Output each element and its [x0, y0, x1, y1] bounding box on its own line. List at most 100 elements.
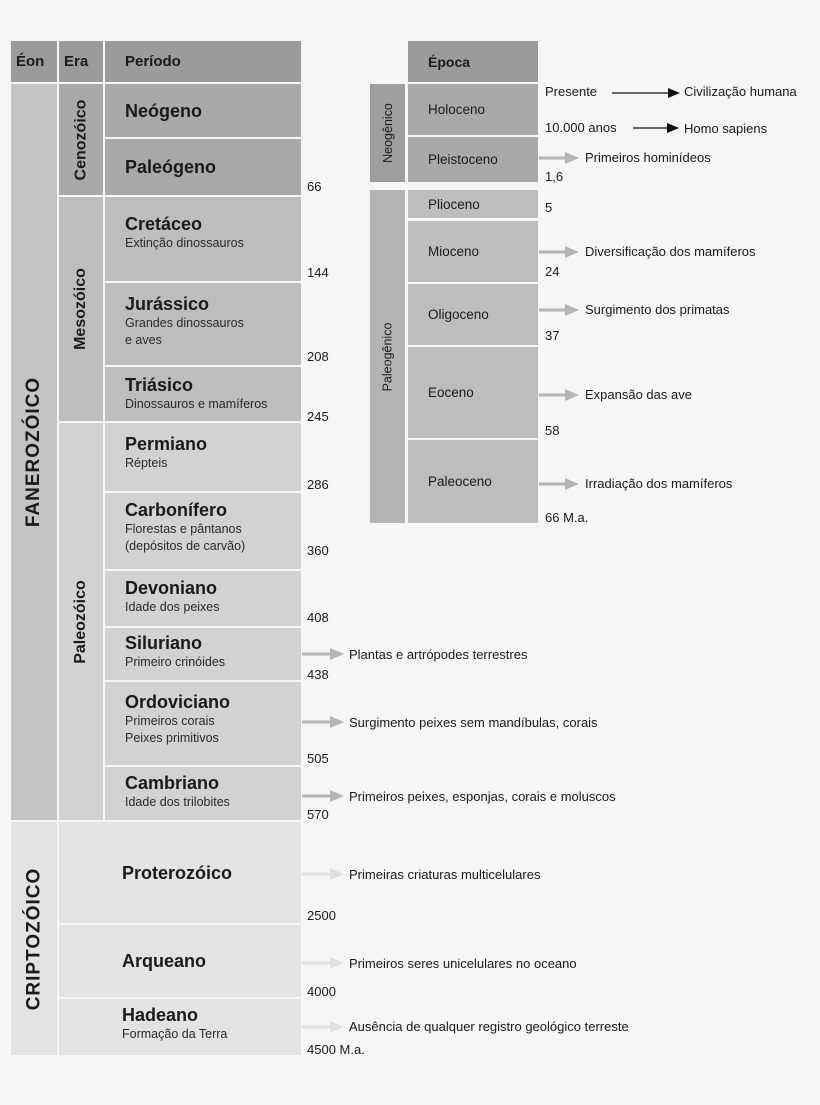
eon-label: CRIPTOZÓICO — [23, 867, 45, 1010]
period-triassic: Triásico Dinossauros e mamíferos — [105, 367, 301, 421]
epoch-pliocene: Plioceno — [408, 190, 538, 218]
period-neogene: Neógeno — [105, 84, 301, 137]
period-desc: Idade dos trilobites — [125, 795, 230, 809]
eon-phanerozoic: FANEROZÓICO — [11, 84, 57, 820]
event-label: Primeiros hominídeos — [585, 150, 711, 165]
holocene-event: Homo sapiens — [684, 121, 768, 136]
period-name: Ordoviciano — [125, 692, 231, 712]
subperiod-label: Paleogênico — [380, 322, 395, 391]
header-period: Período — [105, 41, 301, 82]
header-epoch: Época — [408, 41, 538, 82]
eon-label: FANEROZÓICO — [23, 376, 44, 528]
epoch-paleocene: Paleoceno — [408, 440, 538, 523]
period-name: Carbonífero — [125, 500, 228, 520]
period-cambrian: Cambriano Idade dos trilobites — [105, 767, 301, 820]
period-desc: Peixes primitivos — [125, 731, 219, 745]
period-name: Cambriano — [125, 773, 220, 793]
event-label: Primeiros seres unicelulares no oceano — [349, 956, 577, 971]
boundary-age: 66 M.a. — [545, 510, 589, 525]
era-label: Paleozóico — [72, 579, 90, 664]
period-desc: Primeiros corais — [125, 714, 215, 728]
period-name: Proterozóico — [122, 862, 233, 883]
arrow-icon — [302, 957, 344, 969]
period-name: Neógeno — [125, 100, 203, 121]
period-paleogene: Paleógeno — [105, 139, 301, 195]
period-desc: Idade dos peixes — [125, 600, 220, 614]
period-name: Siluriano — [125, 633, 203, 653]
epoch-oligocene: Oligoceno — [408, 284, 538, 345]
arrow-icon — [302, 716, 344, 728]
period-ordovician: Ordoviciano Primeiros corais Peixes primit… — [105, 682, 301, 765]
arrow-icon — [539, 152, 579, 164]
period-permian: Permiano Répteis — [105, 423, 301, 491]
era-paleozoic: Paleozóico — [59, 423, 103, 820]
period-desc: Extinção dinossauros — [125, 236, 244, 250]
period-proterozoic: Proterozóico — [59, 822, 301, 923]
period-desc: e aves — [125, 333, 162, 347]
event-label: Surgimento dos primatas — [585, 302, 730, 317]
period-name: Hadeano — [122, 1005, 199, 1025]
event-label: Irradiação dos mamíferos — [585, 476, 733, 491]
period-name: Paleógeno — [125, 157, 217, 177]
boundary-age: 2500 — [307, 908, 336, 923]
arrow-icon — [302, 1021, 344, 1033]
event-label: Surgimento peixes sem mandíbulas, corais — [349, 715, 598, 730]
boundary-age: 570 — [307, 807, 329, 822]
arrow-icon — [612, 88, 680, 98]
boundary-age: 58 — [545, 423, 560, 438]
epoch-pleistocene: Pleistoceno — [408, 137, 538, 182]
period-name: Jurássico — [125, 294, 210, 314]
period-cretaceous: Cretáceo Extinção dinossauros — [105, 197, 301, 281]
subperiod-paleogenic: Paleogênico — [370, 190, 405, 523]
period-jurassic: Jurássico Grandes dinossauros e aves — [105, 283, 301, 365]
event-label: Expansão das ave — [585, 387, 692, 402]
epoch-holocene: Holoceno — [408, 84, 538, 135]
boundary-age: 286 — [307, 477, 329, 492]
period-desc: (depósitos de carvão) — [125, 539, 246, 553]
subperiod-label: Neogênico — [380, 103, 395, 163]
boundary-age: 66 — [307, 179, 322, 194]
period-silurian: Siluriano Primeiro crinóides — [105, 628, 301, 680]
period-desc: Florestas e pântanos — [125, 522, 242, 536]
period-name: Devoniano — [125, 578, 218, 598]
subperiod-neogenic: Neogênico — [370, 84, 405, 182]
arrow-icon — [539, 304, 579, 316]
epoch-miocene: Mioceno — [408, 221, 538, 282]
holocene-time: 10.000 anos — [545, 120, 617, 135]
boundary-age: 5 — [545, 200, 553, 215]
period-archean: Arqueano — [59, 925, 301, 997]
boundary-age: 144 — [307, 265, 329, 280]
arrow-icon — [539, 389, 579, 401]
boundary-age: 4500 M.a. — [307, 1042, 365, 1057]
eon-cryptozoic: CRIPTOZÓICO — [11, 822, 57, 1055]
boundary-age: 1,6 — [545, 169, 564, 184]
boundary-age: 360 — [307, 543, 329, 558]
holocene-time: Presente — [545, 84, 598, 99]
boundary-age: 438 — [307, 667, 329, 682]
arrow-icon — [302, 868, 344, 880]
period-desc: Formação da Terra — [122, 1027, 228, 1041]
period-name: Permiano — [125, 434, 208, 454]
event-label: Diversificação dos mamíferos — [585, 244, 756, 259]
period-devonian: Devoniano Idade dos peixes — [105, 571, 301, 626]
event-label: Ausência de qualquer registro geológico … — [349, 1019, 629, 1034]
period-carboniferous: Carbonífero Florestas e pântanos (depósito… — [105, 493, 301, 569]
period-name: Triásico — [125, 375, 194, 395]
boundary-age: 245 — [307, 409, 329, 424]
header-eon: Éon — [11, 41, 57, 82]
arrow-icon — [539, 478, 579, 490]
boundary-age: 408 — [307, 610, 329, 625]
header-era: Era — [59, 41, 103, 82]
era-cenozoic: Cenozóico — [59, 84, 103, 195]
period-desc: Primeiro crinóides — [125, 655, 226, 669]
boundary-age: 37 — [545, 328, 560, 343]
era-label: Cenozóico — [72, 99, 90, 180]
period-name: Arqueano — [122, 951, 207, 971]
era-mesozoic: Mesozóico — [59, 197, 103, 421]
event-label: Primeiras criaturas multicelulares — [349, 867, 541, 882]
arrow-icon — [633, 123, 679, 133]
boundary-age: 24 — [545, 264, 560, 279]
epoch-eocene: Eoceno — [408, 347, 538, 438]
period-hadean: Hadeano Formação da Terra — [59, 999, 301, 1055]
